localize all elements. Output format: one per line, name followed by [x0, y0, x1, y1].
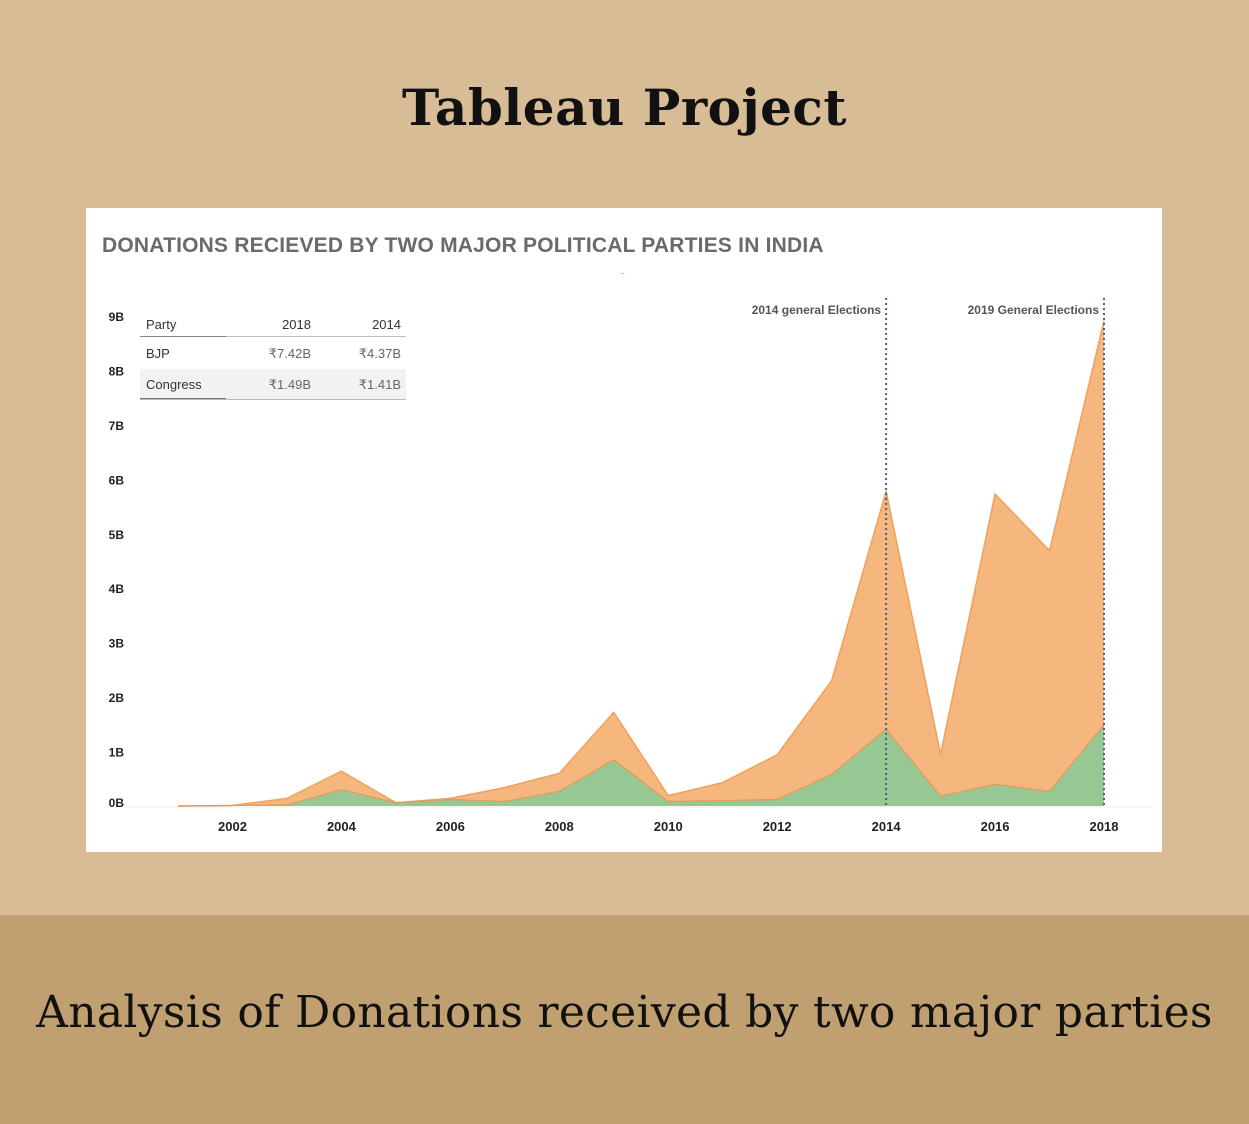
reference-line-label: 2014 general Elections	[752, 303, 882, 317]
x-tick-label: 2008	[545, 819, 574, 834]
x-tick-label: 2012	[763, 819, 792, 834]
y-tick-label: 4B	[109, 582, 125, 596]
table-divider	[140, 398, 226, 399]
x-tick-label: 2002	[218, 819, 247, 834]
y-tick-label: 5B	[109, 528, 125, 542]
table-divider	[140, 336, 226, 337]
table-cell-2014: ₹1.41B	[358, 377, 401, 392]
y-tick-label: 3B	[109, 637, 125, 651]
table-cell-2018: ₹7.42B	[268, 346, 311, 361]
y-tick-label: 1B	[109, 746, 125, 760]
y-tick-label: 2B	[109, 691, 125, 705]
y-tick-label: 6B	[109, 473, 125, 487]
line-congress	[177, 724, 1105, 807]
line-bjp	[177, 320, 1105, 807]
x-tick-label: 2016	[981, 819, 1010, 834]
y-tick-label: 0B	[109, 796, 125, 810]
x-tick-label: 2010	[654, 819, 683, 834]
summary-table: Party 2018 2014 BJP ₹7.42B ₹4.37B Congre…	[140, 310, 406, 400]
table-cell-2014: ₹4.37B	[358, 346, 401, 361]
table-row: Congress ₹1.49B ₹1.41B	[140, 369, 406, 400]
caption-text: Analysis of Donations received by two ma…	[36, 987, 1213, 1038]
more-options-dots[interactable]: ..	[620, 266, 626, 276]
caption-band: Analysis of Donations received by two ma…	[0, 915, 1249, 1124]
x-tick-label: 2006	[436, 819, 465, 834]
y-tick-label: 8B	[109, 364, 125, 378]
table-row: BJP ₹7.42B ₹4.37B	[140, 338, 406, 369]
table-header-party: Party	[146, 317, 177, 332]
table-cell-party: Congress	[146, 377, 202, 392]
table-divider	[140, 399, 406, 400]
area-chart: 0B 1B 2B 3B 4B 5B 6B 7B 8B 9B 2002 2004 2006 2008 2010…	[109, 298, 1154, 834]
chart-card: DONATIONS RECIEVED BY TWO MAJOR POLITICA…	[86, 208, 1162, 852]
table-header-2014: 2014	[372, 317, 401, 332]
page-title: Tableau Project	[402, 78, 847, 137]
table-header-2018: 2018	[282, 317, 311, 332]
table-cell-party: BJP	[146, 346, 170, 361]
table-divider	[226, 336, 406, 337]
area-congress	[178, 724, 1104, 806]
y-tick-label: 7B	[109, 419, 125, 433]
chart-title: DONATIONS RECIEVED BY TWO MAJOR POLITICA…	[102, 234, 824, 257]
table-cell-2018: ₹1.49B	[268, 377, 311, 392]
reference-line-label: 2019 General Elections	[968, 303, 1100, 317]
x-tick-label: 2018	[1090, 819, 1119, 834]
area-bjp	[178, 320, 1104, 806]
x-tick-label: 2004	[327, 819, 357, 834]
table-header-row: Party 2018 2014	[140, 310, 406, 338]
y-tick-label: 9B	[109, 310, 125, 324]
x-tick-label: 2014	[872, 819, 902, 834]
